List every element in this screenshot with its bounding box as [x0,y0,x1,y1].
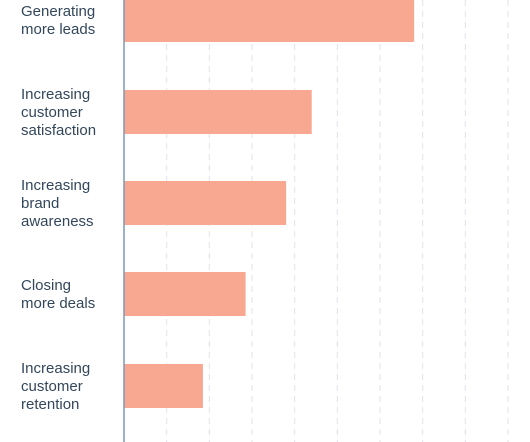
category-label-line: Increasing [21,360,90,377]
category-label-line: Closing [21,277,71,294]
bar [124,272,246,316]
category-label: Increasing customer satisfaction [21,86,96,139]
category-label-line: satisfaction [21,122,96,139]
category-label-line: brand [21,195,59,212]
category-label-line: Increasing [21,86,90,103]
bar [124,364,203,408]
category-label-line: awareness [21,213,94,230]
category-label-line: Generating [21,3,95,20]
bar [124,0,415,42]
category-label-line: customer [21,378,83,395]
category-label: Increasing brand awareness [21,177,94,230]
category-label-line: customer [21,104,83,121]
category-label: Closing more deals [21,277,95,312]
category-label: Increasing customer retention [21,360,90,413]
bar [124,181,287,225]
category-label-line: more leads [21,21,95,38]
category-label-line: Increasing [21,177,90,194]
bar [124,90,312,134]
category-label-line: more deals [21,295,95,312]
bar-layer [124,0,415,408]
category-label: Generating more leads [21,3,95,38]
category-label-line: retention [21,396,79,413]
